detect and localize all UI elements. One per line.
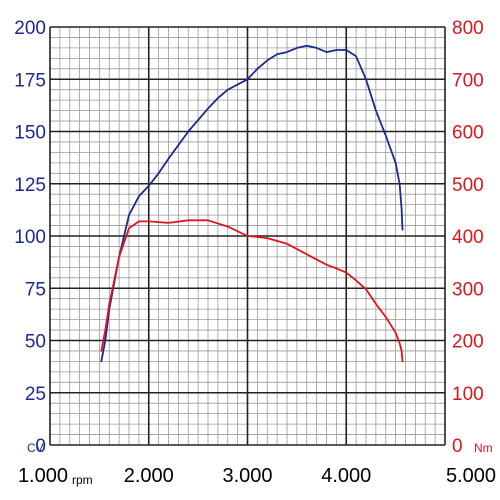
left-axis-unit: CV: [27, 441, 44, 455]
left-axis-tick-label: 150: [14, 123, 46, 144]
right-axis-tick-label: 100: [452, 384, 484, 405]
x-axis-tick-label: 4.000: [321, 465, 371, 487]
x-axis-tick-label: 5.000: [446, 465, 496, 487]
left-axis-tick-label: 175: [14, 70, 46, 91]
right-axis-tick-label: 800: [452, 18, 484, 39]
x-axis-tick-label: 2.000: [124, 465, 174, 487]
right-axis-tick-label: 0: [452, 436, 463, 457]
right-axis-tick-label: 200: [452, 332, 484, 353]
left-axis-tick-labels: 0 25 50 75 100 125 150 175 200: [14, 18, 46, 457]
torque-curve-line: [100, 219, 404, 363]
series-layer: [100, 44, 404, 363]
right-axis-tick-label: 600: [452, 123, 484, 144]
right-axis-tick-label: 400: [452, 227, 484, 248]
right-axis-tick-labels: 0 100 200 300 400 500 600 700 800: [452, 18, 484, 457]
power-curve-line: [100, 44, 404, 363]
x-axis-tick-labels: 1.000 2.000 3.000 4.000 5.000: [18, 465, 496, 487]
right-axis-tick-label: 300: [452, 279, 484, 300]
axis-units: CV Nm rpm: [27, 441, 493, 487]
left-axis-tick-label: 125: [14, 175, 46, 196]
right-axis-tick-label: 500: [452, 175, 484, 196]
left-axis-tick-label: 25: [25, 384, 46, 405]
left-axis-tick-label: 200: [14, 18, 46, 39]
left-axis-tick-label: 75: [25, 279, 46, 300]
x-axis-unit: rpm: [72, 473, 93, 487]
left-axis-tick-label: 100: [14, 227, 46, 248]
right-axis-tick-label: 700: [452, 70, 484, 91]
x-axis-tick-label: 1.000: [18, 465, 68, 487]
right-axis-unit: Nm: [474, 441, 493, 455]
left-axis-tick-label: 0: [35, 436, 46, 457]
x-axis-tick-label: 3.000: [222, 465, 272, 487]
left-axis-tick-label: 50: [25, 332, 46, 353]
